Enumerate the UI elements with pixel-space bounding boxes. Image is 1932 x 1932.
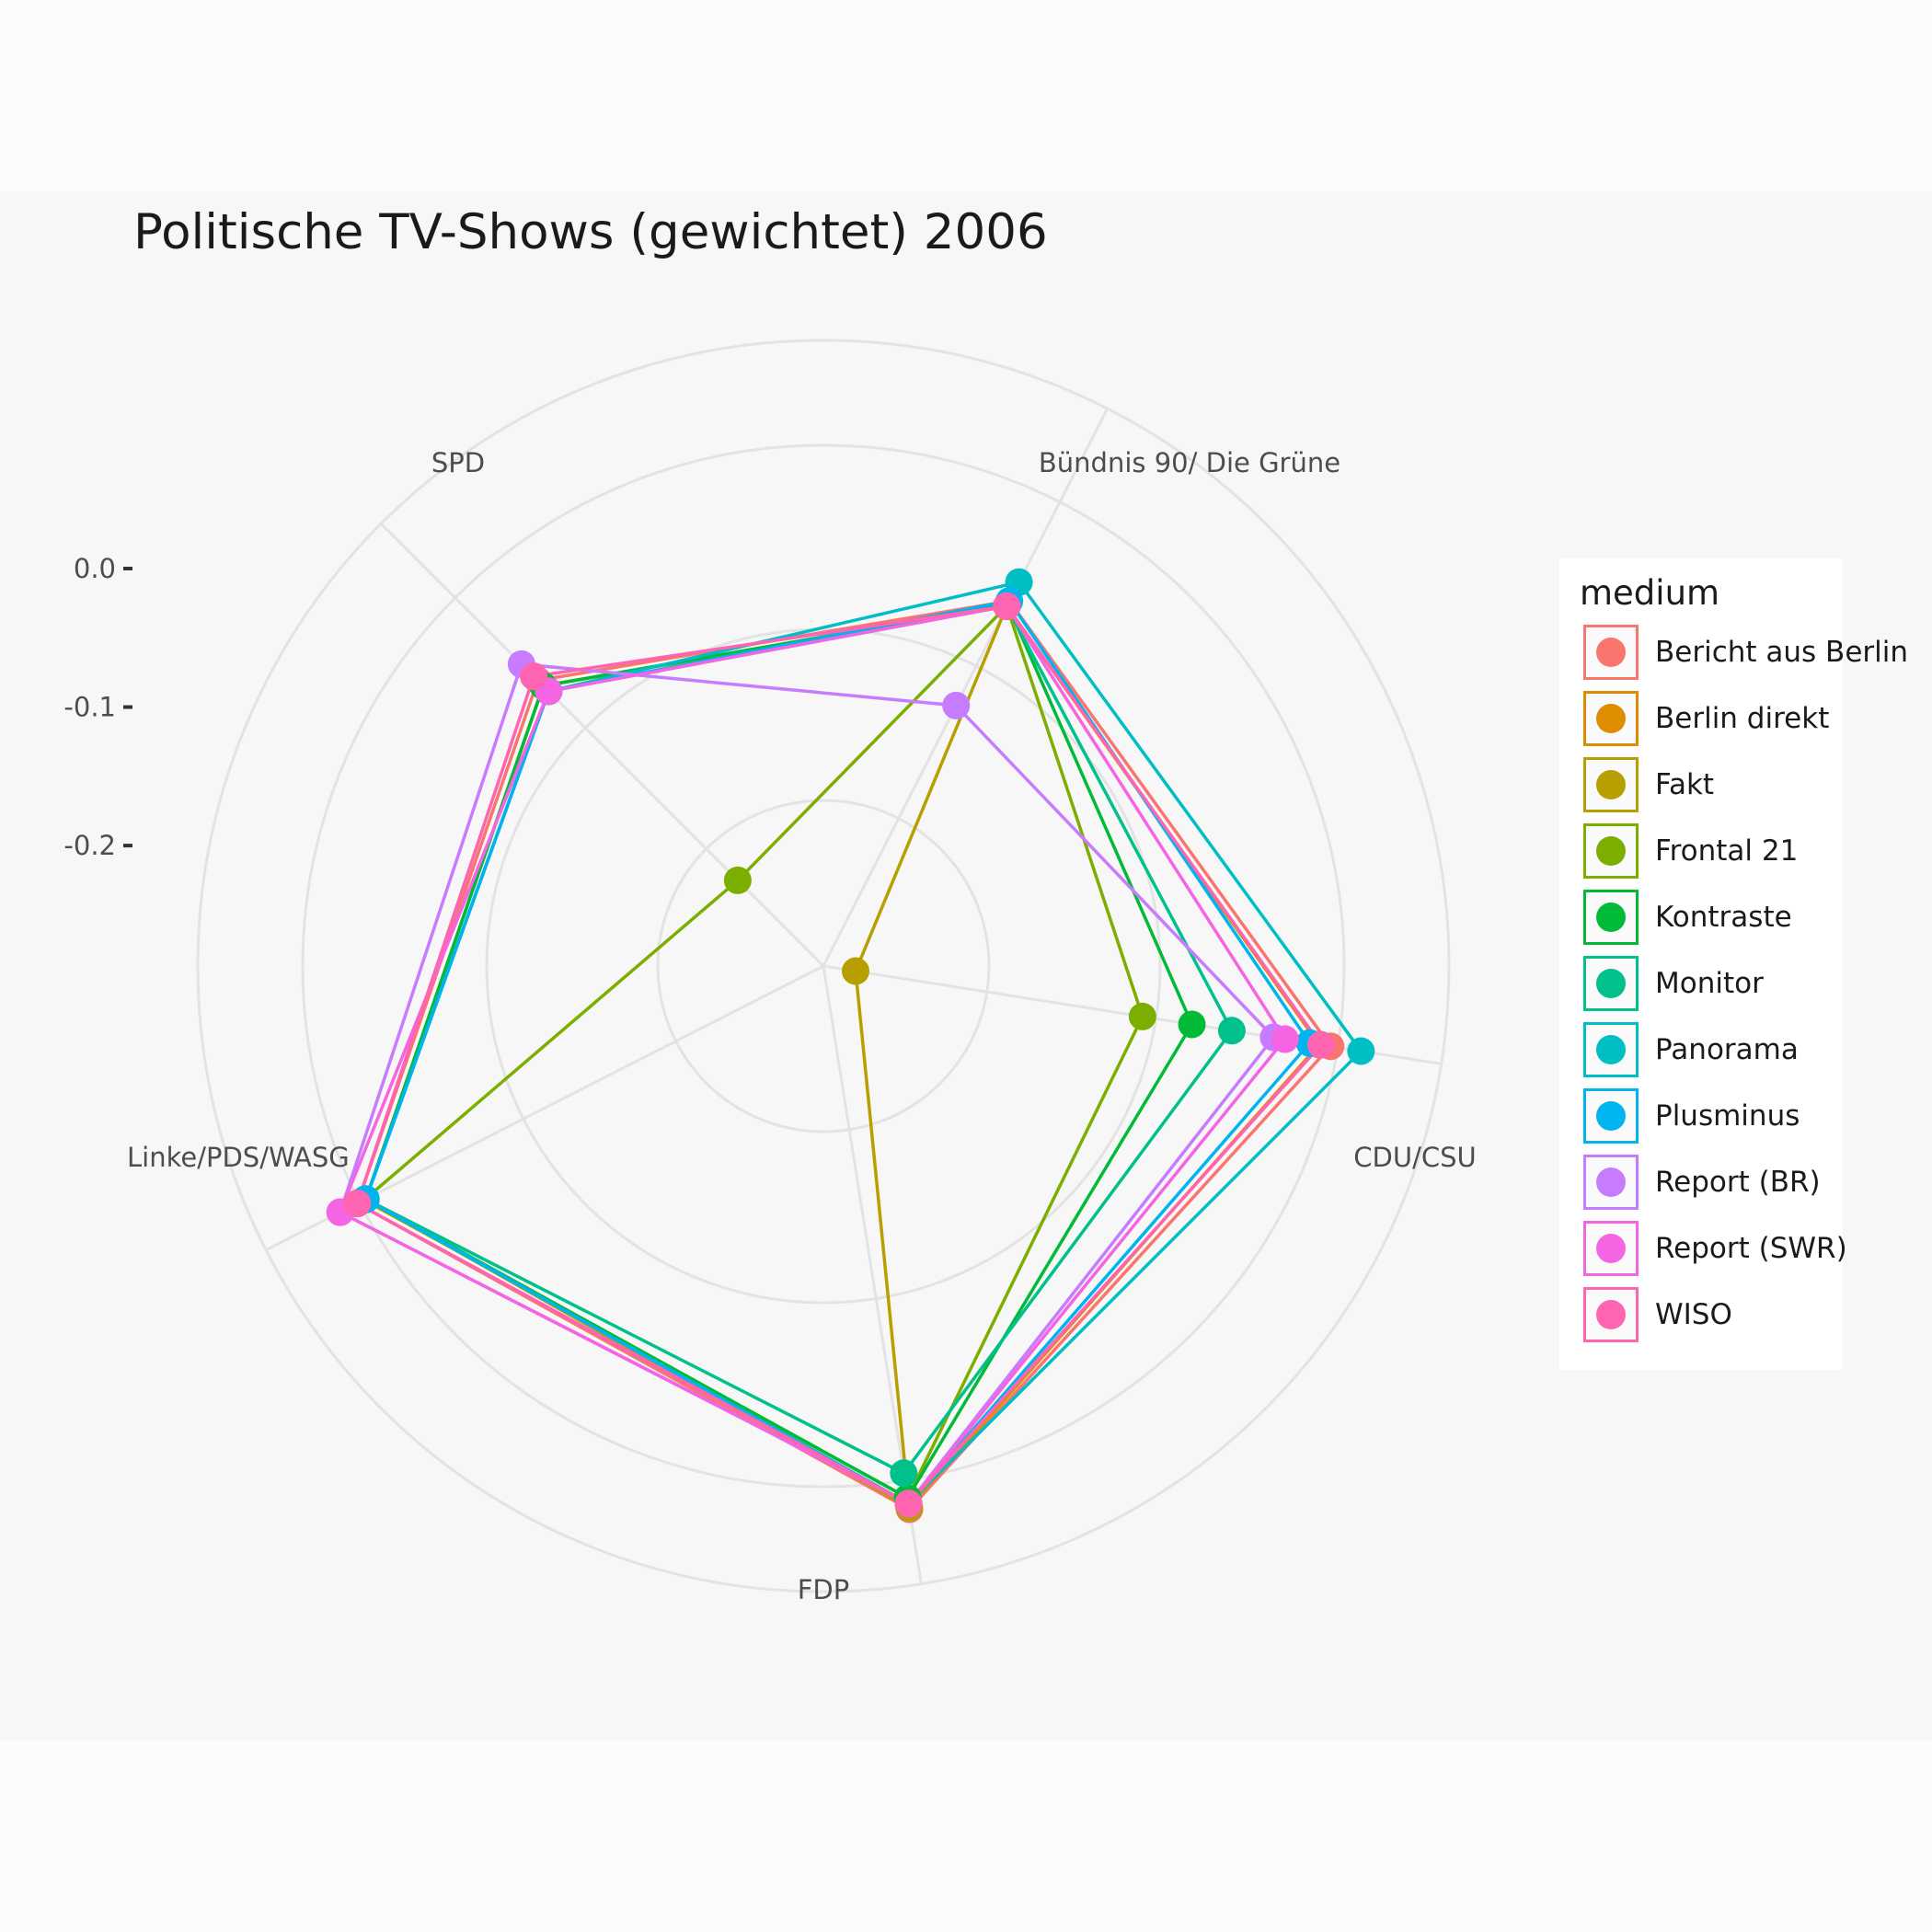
legend-key-1 [1583,691,1639,746]
legend-key-6 [1583,1022,1639,1077]
legend-title: medium [1580,573,1720,613]
legend-label-0: Bericht aus Berlin [1655,636,1909,669]
legend-dot-6 [1596,1035,1626,1064]
spoke-1 [822,408,1110,967]
legend-label-9: Report (SWR) [1655,1232,1847,1265]
series-line-3 [362,604,1144,1500]
point-10-1 [993,592,1021,620]
legend-label-8: Report (BR) [1655,1166,1821,1199]
point-5-3 [890,1459,918,1488]
grid-circle-2 [301,443,1346,1489]
point-2-2 [842,957,870,985]
legend-dot-0 [1596,638,1626,667]
tick-label-1: -0.1 [63,692,116,723]
axis-label-0: SPD [431,447,485,478]
series-line-9 [338,604,1287,1506]
legend-dot-5 [1596,969,1626,998]
legend-dot-1 [1596,704,1626,733]
legend-key-5 [1583,956,1639,1011]
grid-circle-0 [656,799,991,1133]
point-10-4 [343,1190,372,1218]
axis-labels: SPD Bündnis 90/ Die Grüne CDU/CSU FDP Linke/… [127,447,1477,1605]
grid-circle-1 [485,627,1162,1305]
point-6-2 [1347,1037,1375,1065]
legend-key-7 [1583,1088,1639,1144]
legend-dot-3 [1596,836,1626,866]
point-10-3 [894,1489,923,1518]
radial-tick-labels: 0.0 -0.1 -0.2 [63,553,132,861]
point-4-2 [1178,1010,1206,1039]
legend-key-3 [1583,823,1639,879]
legend-label-1: Berlin direkt [1655,702,1830,735]
grid-circle-3 [196,339,1451,1593]
point-10-2 [1306,1030,1335,1059]
legend-key-8 [1583,1155,1639,1210]
series-line-8 [338,662,1276,1506]
legend-key-10 [1583,1287,1639,1342]
legend-dot-7 [1596,1101,1626,1131]
legend-key-0 [1583,625,1639,680]
legend-key-9 [1583,1221,1639,1276]
axis-label-4: Linke/PDS/WASG [127,1142,350,1173]
legend-dot-9 [1596,1234,1626,1263]
point-8-1 [942,691,971,719]
legend-label-10: WISO [1655,1298,1732,1331]
series-line-10 [355,604,1323,1506]
legend-dot-8 [1596,1167,1626,1197]
legend: medium Bericht aus Berlin Berlin direkt Fa… [1559,558,1908,1370]
legend-dot-2 [1596,770,1626,799]
legend-label-3: Frontal 21 [1655,834,1799,868]
point-3-0 [723,866,752,894]
point-10-0 [520,662,548,691]
legend-dot-10 [1596,1300,1626,1329]
chart-title: Politische TV-Shows (gewichtet) 2006 [133,204,1048,260]
series-group [338,581,1363,1512]
points-group [326,568,1375,1524]
series-line-1 [363,604,1321,1510]
axis-label-1: Bündnis 90/ Die Grüne [1039,447,1340,478]
point-3-2 [1128,1002,1156,1030]
tick-label-0: 0.0 [74,553,116,584]
legend-label-6: Panorama [1655,1033,1799,1066]
legend-key-4 [1583,890,1639,945]
point-5-2 [1217,1017,1246,1045]
legend-label-5: Monitor [1655,967,1764,1000]
legend-label-7: Plusminus [1655,1099,1800,1133]
series-line-0 [355,599,1333,1512]
legend-label-2: Fakt [1655,768,1715,801]
axis-label-3: FDP [798,1574,850,1605]
series-line-4 [363,603,1194,1500]
axis-label-2: CDU/CSU [1353,1142,1476,1173]
spoke-0 [380,523,825,968]
legend-label-4: Kontraste [1655,901,1792,934]
legend-key-2 [1583,757,1639,812]
legend-dot-4 [1596,903,1626,932]
point-9-2 [1271,1025,1299,1053]
tick-label-2: -0.2 [63,830,116,861]
